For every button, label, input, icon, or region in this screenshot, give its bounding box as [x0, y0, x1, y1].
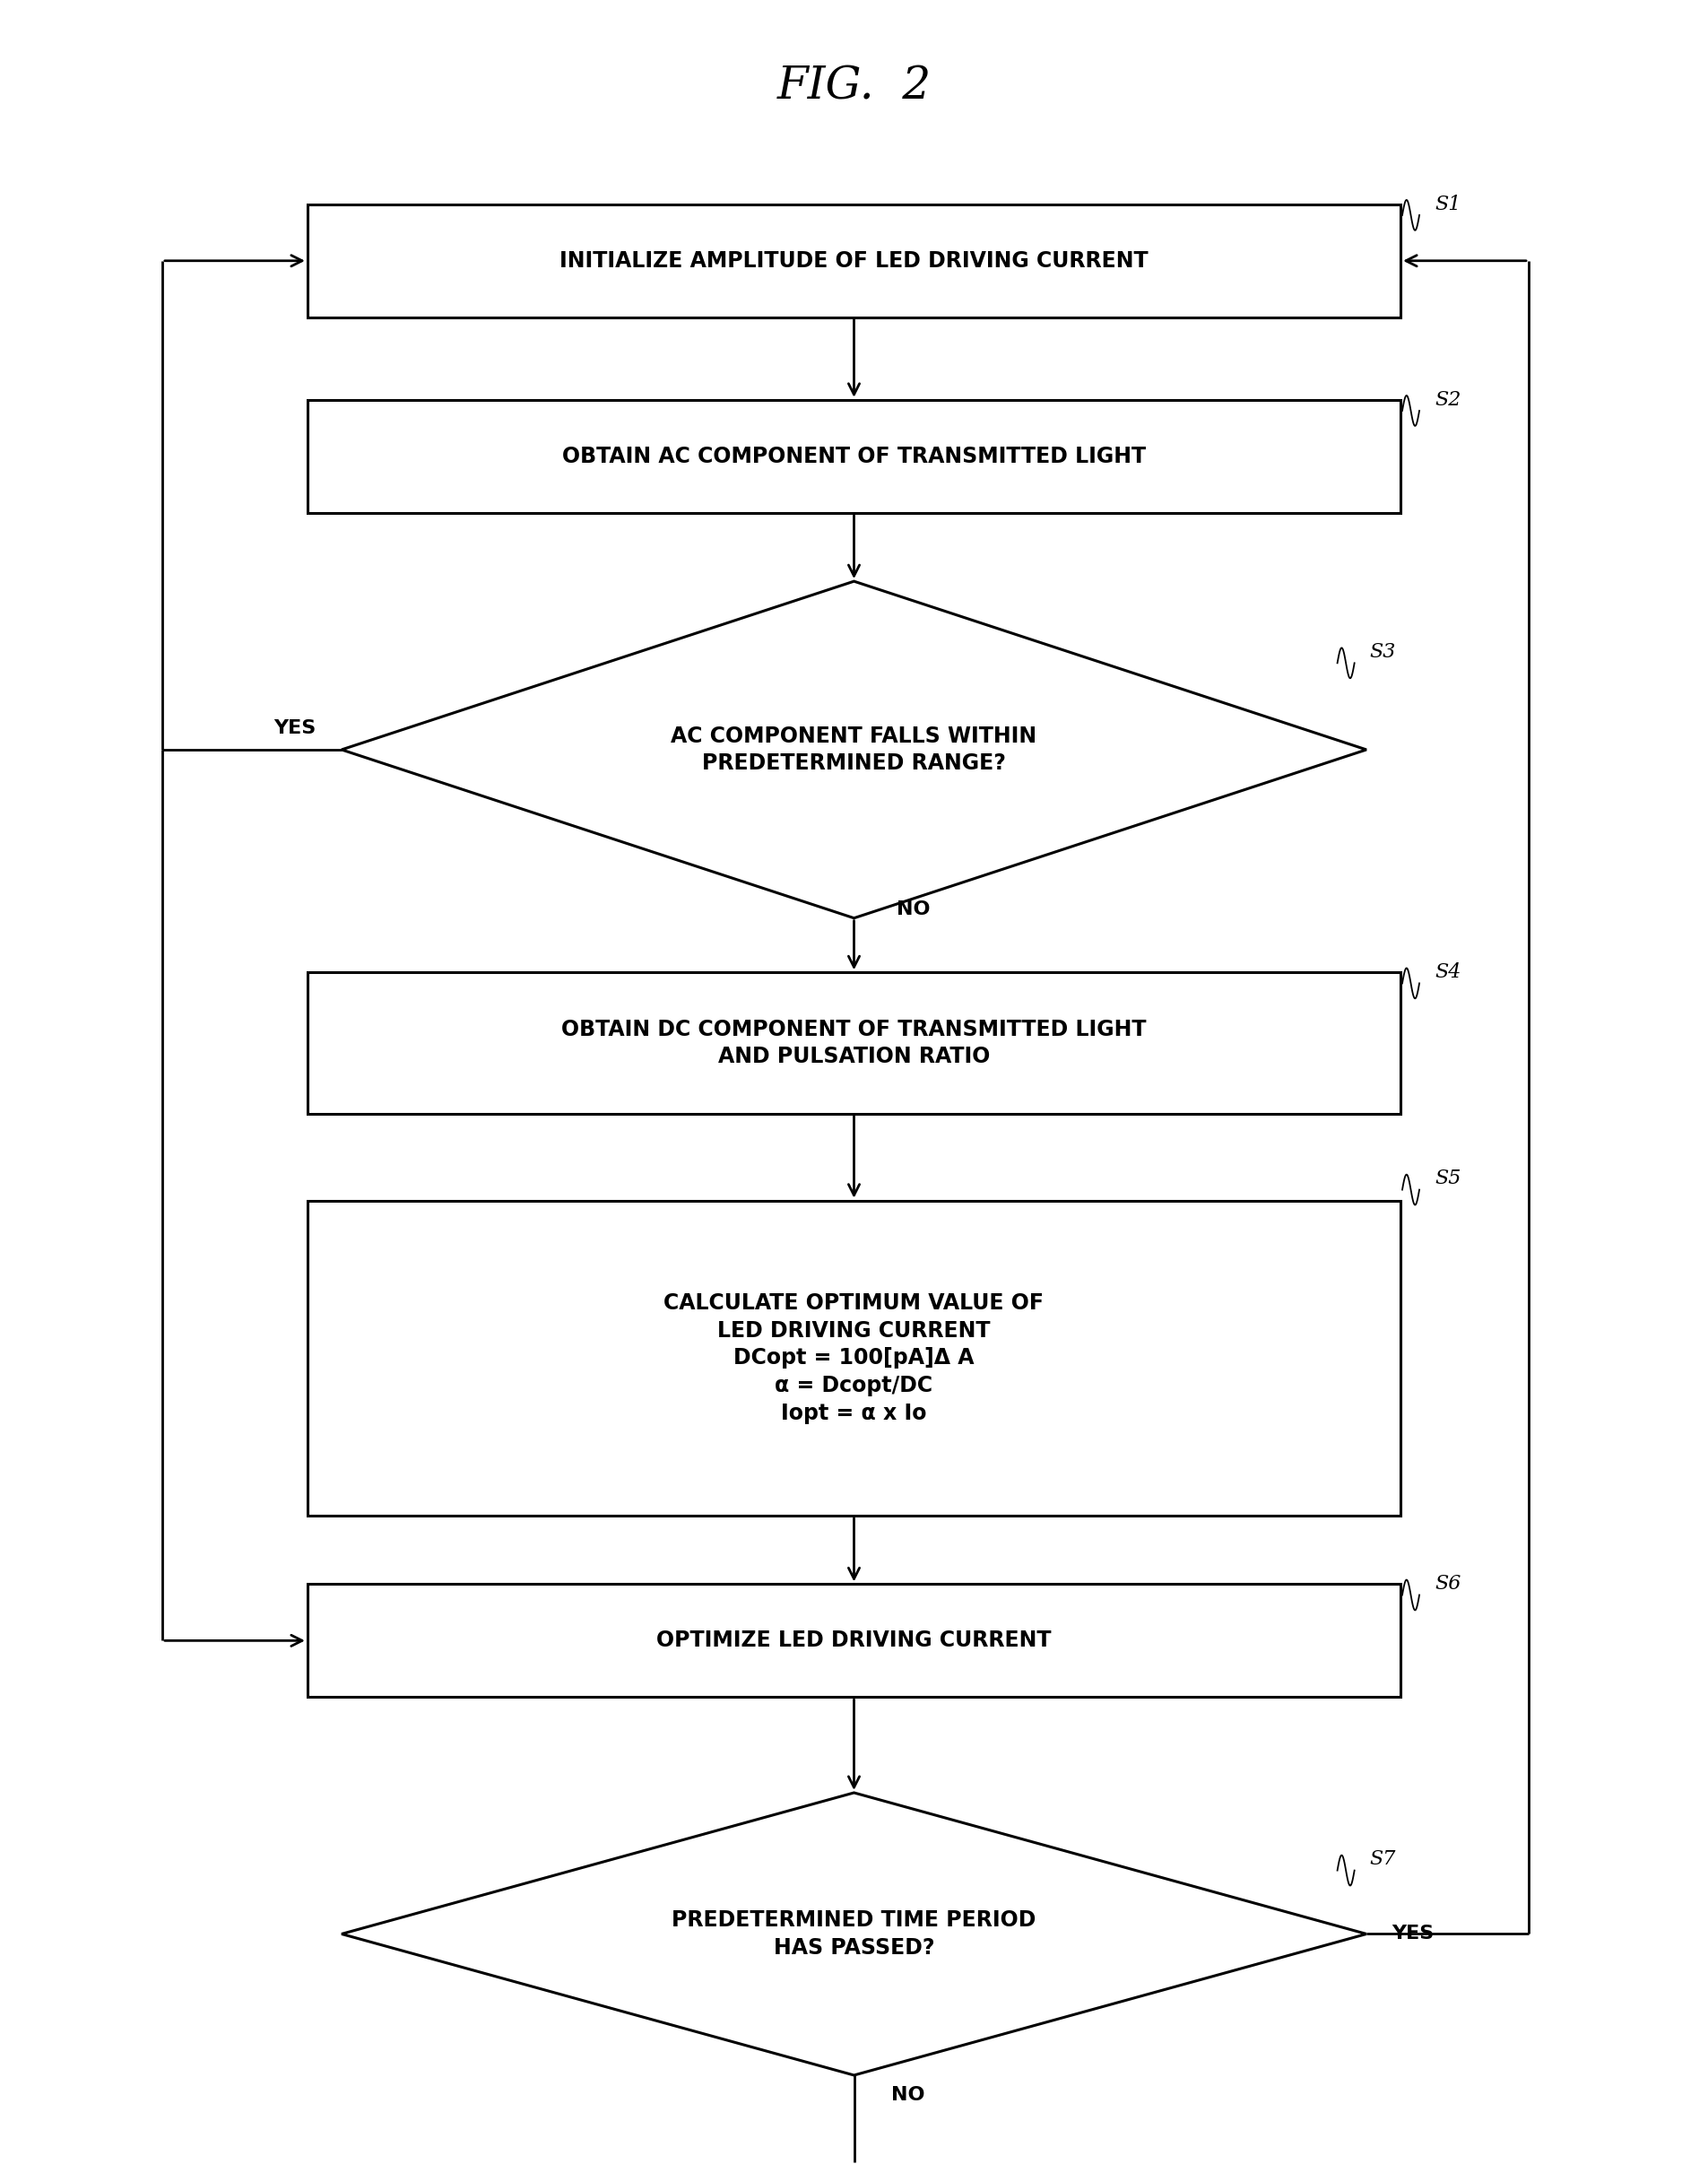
- FancyBboxPatch shape: [307, 1199, 1401, 1517]
- Text: PREDETERMINED TIME PERIOD
HAS PASSED?: PREDETERMINED TIME PERIOD HAS PASSED?: [671, 1910, 1037, 1958]
- Polygon shape: [342, 580, 1366, 919]
- Text: NO: NO: [897, 902, 931, 919]
- Text: S5: S5: [1435, 1169, 1460, 1189]
- Text: OBTAIN AC COMPONENT OF TRANSMITTED LIGHT: OBTAIN AC COMPONENT OF TRANSMITTED LIGHT: [562, 445, 1146, 467]
- Text: S7: S7: [1370, 1849, 1395, 1869]
- FancyBboxPatch shape: [307, 400, 1401, 513]
- Text: YES: YES: [273, 719, 316, 737]
- FancyBboxPatch shape: [307, 1584, 1401, 1697]
- FancyBboxPatch shape: [307, 204, 1401, 317]
- Text: AC COMPONENT FALLS WITHIN
PREDETERMINED RANGE?: AC COMPONENT FALLS WITHIN PREDETERMINED …: [671, 726, 1037, 774]
- Text: S3: S3: [1370, 643, 1395, 663]
- Text: S6: S6: [1435, 1573, 1460, 1595]
- Text: YES: YES: [1392, 1925, 1435, 1943]
- Text: FIG.  2: FIG. 2: [777, 65, 931, 109]
- Text: S1: S1: [1435, 193, 1460, 215]
- Text: NO: NO: [892, 2086, 926, 2103]
- Text: INITIALIZE AMPLITUDE OF LED DRIVING CURRENT: INITIALIZE AMPLITUDE OF LED DRIVING CURR…: [560, 250, 1148, 272]
- Text: S2: S2: [1435, 389, 1460, 411]
- Text: S4: S4: [1435, 963, 1460, 982]
- Text: OPTIMIZE LED DRIVING CURRENT: OPTIMIZE LED DRIVING CURRENT: [656, 1630, 1052, 1651]
- Polygon shape: [342, 1793, 1366, 2075]
- Text: CALCULATE OPTIMUM VALUE OF
LED DRIVING CURRENT
DCopt = 100[pA]Δ A
α = Dcopt/DC
I: CALCULATE OPTIMUM VALUE OF LED DRIVING C…: [664, 1293, 1044, 1423]
- Text: OBTAIN DC COMPONENT OF TRANSMITTED LIGHT
AND PULSATION RATIO: OBTAIN DC COMPONENT OF TRANSMITTED LIGHT…: [562, 1019, 1146, 1067]
- FancyBboxPatch shape: [307, 974, 1401, 1113]
